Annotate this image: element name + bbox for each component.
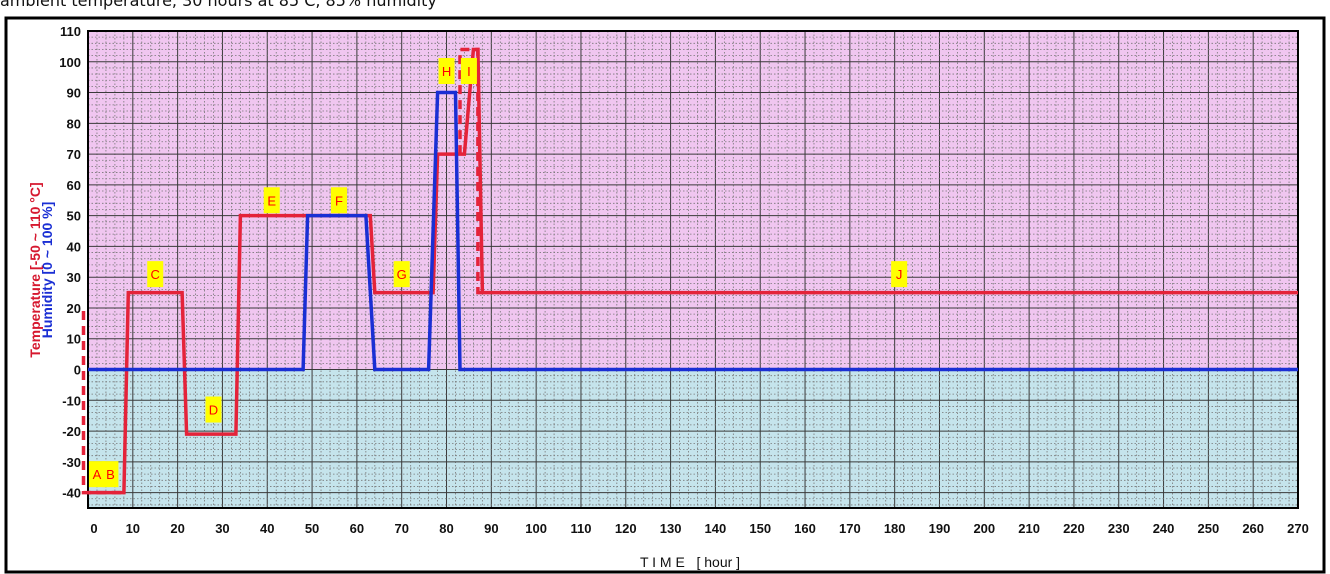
y-tick-label: -30	[62, 455, 81, 470]
x-tick-label: 230	[1108, 521, 1130, 536]
x-tick-label: 270	[1287, 521, 1309, 536]
series-dashed-start	[81, 311, 124, 495]
annotation-label: G	[397, 267, 407, 282]
series-dashed-peak	[458, 47, 483, 295]
plot-background	[88, 31, 1298, 508]
annotation-g: G	[393, 261, 410, 288]
x-tick-label: 200	[973, 521, 995, 536]
x-tick-label: 250	[1198, 521, 1220, 536]
x-tick-label: 240	[1153, 521, 1175, 536]
grid	[87, 30, 1299, 509]
annotation-j: J	[891, 261, 908, 288]
y-tick-label: 90	[67, 86, 81, 101]
y-ticks: -40 -30 -20 -10 0 10 20 30 40 50 60 70 80 90 100 110	[59, 24, 81, 501]
x-tick-label: 120	[615, 521, 637, 536]
annotation-i: I	[460, 58, 477, 85]
annotation-box	[393, 261, 410, 288]
y-tick-label: 50	[67, 209, 81, 224]
x-tick-label: 170	[839, 521, 861, 536]
y-tick-label: -10	[62, 393, 81, 408]
x-tick-label: 90	[484, 521, 498, 536]
y-tick-label: 40	[67, 239, 81, 254]
y-tick-label: 100	[59, 55, 81, 70]
y-tick-label: 20	[67, 301, 81, 316]
x-axis-label: T I M E [ hour ]	[640, 554, 740, 570]
annotation-label: B	[106, 467, 115, 482]
y-tick-label: 80	[67, 116, 81, 131]
annotation-d: D	[205, 396, 222, 423]
annotation-h: H	[438, 58, 455, 85]
annotation-c: C	[147, 261, 164, 288]
y-tick-label: 0	[74, 363, 81, 378]
annotation-box	[102, 461, 119, 488]
annotation-label: D	[209, 403, 218, 418]
x-tick-label: 80	[439, 521, 453, 536]
y-tick-label: 70	[67, 147, 81, 162]
plot-border	[87, 30, 1299, 509]
x-tick-label: 20	[170, 521, 184, 536]
positive-region	[88, 31, 1298, 370]
x-tick-label: 140	[705, 521, 727, 536]
annotation-e: E	[263, 187, 280, 214]
x-tick-label: 130	[660, 521, 682, 536]
annotation-box	[460, 58, 477, 85]
annotation-label: I	[467, 64, 471, 79]
y-tick-label: 60	[67, 178, 81, 193]
y-tick-label: -40	[62, 486, 81, 501]
annotation-label: H	[442, 64, 451, 79]
y-tick-label: 30	[67, 270, 81, 285]
top-caption: ambient temperature, 30 hours at 85 C, 8…	[0, 0, 437, 10]
annotation-box	[205, 396, 222, 423]
y-axis-label-temperature: Temperature [-50 ~ 110 °C]	[27, 182, 43, 357]
x-tick-label: 30	[215, 521, 229, 536]
annotation-label: J	[896, 267, 903, 282]
annotation-label: E	[267, 193, 276, 208]
negative-region	[88, 369, 1298, 508]
y-tick-label: 10	[67, 332, 81, 347]
x-tick-label: 0	[90, 521, 97, 536]
annotation-b: B	[102, 461, 119, 488]
x-tick-label: 190	[929, 521, 951, 536]
x-tick-label: 220	[1063, 521, 1085, 536]
x-tick-label: 160	[794, 521, 816, 536]
annotation-label: A	[93, 467, 102, 482]
x-tick-label: 50	[305, 521, 319, 536]
annotation-box	[147, 261, 164, 288]
series-humidity	[88, 90, 1298, 372]
x-tick-label: 150	[749, 521, 771, 536]
y-axis-label-humidity: Humidity [0 ~ 100 %]	[39, 202, 55, 339]
y-tick-label: -20	[62, 424, 81, 439]
x-tick-label: 260	[1242, 521, 1264, 536]
axis-labels: Temperature [-50 ~ 110 °C] Humidity [0 ~…	[27, 182, 740, 570]
x-ticks: 0 10 20 30 40 50 60 70 80 90 100 110 120 130 140 150 160…	[90, 521, 1308, 536]
y-tick-label: 110	[60, 24, 81, 39]
annotation-label: C	[151, 267, 160, 282]
x-tick-label: 110	[570, 521, 591, 536]
annotation-f: F	[330, 187, 347, 214]
annotation-box	[263, 187, 280, 214]
x-tick-label: 210	[1018, 521, 1040, 536]
x-tick-label: 180	[884, 521, 906, 536]
annotation-box	[330, 187, 347, 214]
x-tick-label: 70	[394, 521, 408, 536]
x-tick-label: 10	[126, 521, 140, 536]
annotation-a: A	[88, 461, 105, 488]
x-tick-label: 40	[260, 521, 274, 536]
x-tick-label: 100	[525, 521, 547, 536]
annotation-box	[438, 58, 455, 85]
outer-frame	[4, 16, 1326, 574]
annotation-box	[891, 261, 908, 288]
annotation-label: F	[335, 193, 343, 208]
annotation-box	[88, 461, 105, 488]
annotations: A B C D E F G H I J	[88, 58, 908, 488]
x-tick-label: 60	[350, 521, 364, 536]
